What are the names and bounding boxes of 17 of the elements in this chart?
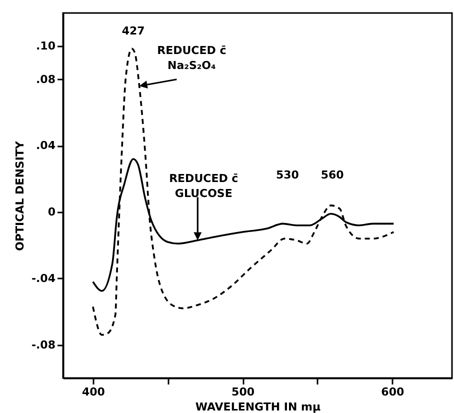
annotation: 427 [122, 24, 145, 38]
y-tick-label: -.04 [31, 272, 56, 285]
x-tick-label: 400 [82, 386, 106, 398]
annotation: REDUCED c̄ Na₂S₂O₄ [157, 44, 226, 72]
line-series [92, 48, 395, 336]
y-tick-label: .04 [36, 139, 56, 152]
x-axis-title: WAVELENGTH IN mμ [195, 400, 321, 413]
y-tick-label: -.08 [31, 338, 56, 352]
y-tick-label: .08 [36, 72, 56, 86]
y-axis-title: OPTICAL DENSITY [13, 140, 26, 251]
annotation: 530 [276, 168, 300, 182]
annotation: 560 [320, 168, 344, 182]
x-tick-label: 600 [381, 386, 404, 398]
y-tick-label: 0 [48, 206, 56, 219]
x-tick-label: 500 [232, 386, 255, 398]
y-tick-label: .10 [36, 40, 56, 53]
annotation: REDUCED c̄ GLUCOSE [169, 172, 238, 200]
